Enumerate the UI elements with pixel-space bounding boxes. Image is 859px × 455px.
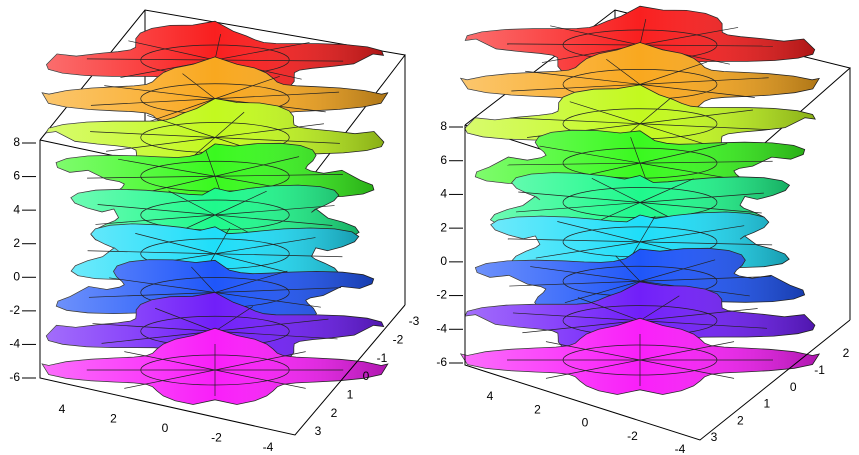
x-tick-label: 0 [162,421,169,435]
z-tick-label: 8 [440,119,447,133]
x-tick-label: 0 [582,416,589,430]
surface [42,21,388,404]
plot-page: 86420-2-4-6420-2-4-3-2-10123 86420-2-4-6… [0,0,859,455]
z-tick-label: 2 [440,220,447,234]
surface [461,6,819,394]
y-tick-label: 0 [790,380,797,394]
y-tick-label: 2 [737,413,744,427]
x-tick-label: -4 [675,442,686,455]
z-tick-label: -6 [436,355,447,369]
x-tick-label: -2 [627,429,638,443]
z-tick-label: 2 [13,236,20,250]
z-tick-label: 0 [440,254,447,268]
y-tick-label: 3 [315,424,322,438]
z-tick-label: -6 [9,370,20,384]
z-tick-label: 6 [440,153,447,167]
x-tick-label: -2 [211,431,222,445]
y-tick-label: -2 [393,333,404,347]
y-tick-label: 2 [843,346,850,360]
x-tick-label: -4 [263,440,274,454]
z-tick-label: -4 [9,337,20,351]
z-tick-label: 4 [13,202,20,216]
z-tick-label: 8 [13,135,20,149]
z-tick-label: 4 [440,187,447,201]
y-tick-label: 0 [363,369,370,383]
x-tick-label: 2 [534,402,541,416]
x-tick-label: 4 [487,389,494,403]
z-tick-label: 6 [13,169,20,183]
y-tick-label: 1 [763,397,770,411]
x-tick-label: 2 [110,412,117,426]
y-tick-label: 2 [331,406,338,420]
z-tick-label: -4 [436,321,447,335]
y-tick-label: -3 [409,314,420,328]
z-tick-label: -2 [9,303,20,317]
y-tick-label: 3 [711,430,718,444]
y-tick-label: -1 [814,363,825,377]
y-tick-label: -1 [377,351,388,365]
surface-plot-right: 8 6 4 2 0 -2 -4 -6 4 2 0 -2 -4 2 -1 0 1 2 3 [436,6,850,455]
y-tick-label: 1 [347,388,354,402]
x-tick-label: 4 [59,402,66,416]
z-tick-label: 0 [13,269,20,283]
z-tick-label: -2 [436,288,447,302]
